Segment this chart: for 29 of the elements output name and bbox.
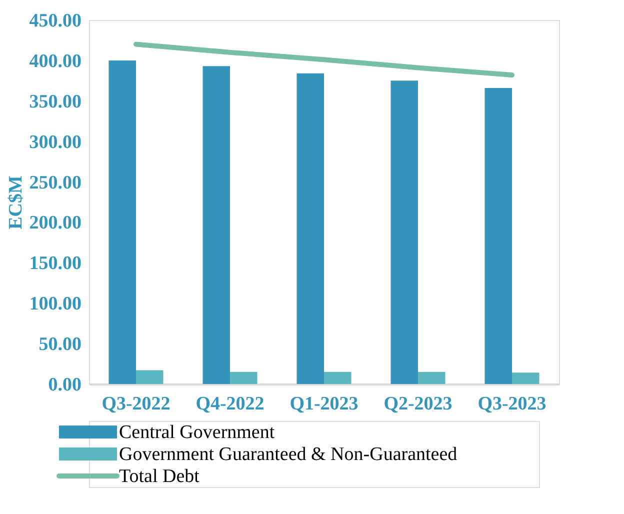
- legend-label: Central Government: [119, 422, 276, 443]
- x-tick-label: Q3-2023: [478, 394, 546, 414]
- y-tick-label: 200.00: [29, 212, 82, 234]
- y-tick-label: 100.00: [29, 294, 82, 315]
- bar: [324, 372, 352, 384]
- x-tick-label: Q4-2022: [196, 394, 264, 414]
- y-tick-label: 450.00: [29, 10, 82, 32]
- y-tick-label: 50.00: [38, 334, 82, 356]
- y-tick-label: 300.00: [29, 132, 82, 153]
- y-tick-label: 150.00: [29, 253, 82, 274]
- y-tick-label: 400.00: [29, 50, 82, 72]
- bar: [108, 60, 136, 384]
- y-tick-label: 250.00: [29, 172, 82, 194]
- y-tick-label: 350.00: [29, 91, 82, 112]
- bar: [390, 80, 418, 384]
- bar: [136, 370, 164, 384]
- legend-label: Total Debt: [119, 466, 200, 487]
- bar: [296, 73, 324, 384]
- bar: [230, 372, 258, 384]
- x-tick-label: Q2-2023: [384, 394, 452, 414]
- x-tick-label: Q3-2022: [102, 394, 170, 414]
- bar: [202, 66, 230, 384]
- y-axis-title: EC$M: [5, 176, 26, 230]
- bar: [418, 372, 446, 384]
- legend-label: Government Guaranteed & Non-Guaranteed: [119, 444, 458, 465]
- y-tick-label: 0.00: [48, 374, 82, 396]
- x-tick-label: Q1-2023: [290, 394, 358, 414]
- bar: [512, 372, 540, 384]
- bar: [484, 88, 512, 384]
